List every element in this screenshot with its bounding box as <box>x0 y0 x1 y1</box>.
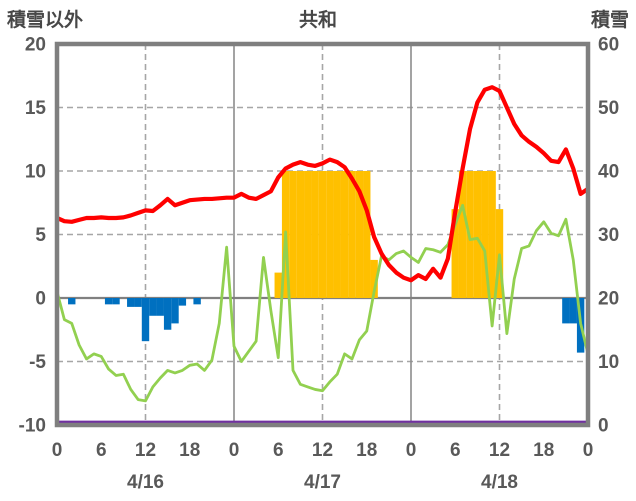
blue-bar <box>104 298 113 305</box>
orange-bar <box>274 272 282 298</box>
y-axis-tick-label-left: 20 <box>25 35 46 56</box>
x-axis-tick-label: 18 <box>179 440 200 461</box>
orange-bar <box>318 171 327 298</box>
y-axis-tick-label-right: 50 <box>598 98 619 119</box>
blue-bar <box>562 298 570 324</box>
x-axis-tick-label: 0 <box>229 440 240 461</box>
plot-border <box>54 41 591 428</box>
blue-bar <box>156 298 164 316</box>
date-label: 4/18 <box>481 472 518 493</box>
y-axis-tick-label-right: 10 <box>598 352 619 373</box>
blue-bar <box>127 298 135 307</box>
blue-bar <box>112 298 120 305</box>
y-axis-tick-label-right: 20 <box>598 289 619 310</box>
y-axis-tick-label-left: 10 <box>25 162 46 183</box>
blue-bar <box>178 298 187 306</box>
series-group <box>57 85 588 424</box>
x-axis-tick-label: 12 <box>135 440 156 461</box>
x-axis-tick-label: 6 <box>450 440 461 461</box>
orange-bar <box>340 171 349 298</box>
green-line-series <box>57 203 588 403</box>
x-axis-tick-label: 0 <box>406 440 417 461</box>
y-axis-tick-label-right: 0 <box>598 416 609 437</box>
blue-bar <box>163 298 172 330</box>
orange-bar <box>289 171 297 298</box>
orange-bar <box>488 171 496 298</box>
y-axis-tick-label-left: 15 <box>25 98 47 119</box>
y-axis-tick-label-right: 40 <box>598 162 619 183</box>
orange-bar <box>333 171 341 298</box>
x-axis-tick-label: 0 <box>583 440 594 461</box>
orange-bar <box>304 171 312 298</box>
orange-bar <box>370 259 378 298</box>
blue-bar <box>193 298 201 305</box>
x-axis-tick-label: 6 <box>273 440 284 461</box>
orange-bar <box>296 171 305 298</box>
chart-title: 共和 <box>298 10 337 31</box>
orange-bar <box>451 209 459 298</box>
orange-bar <box>326 171 334 298</box>
x-axis-tick-label: 6 <box>96 440 107 461</box>
y-axis-tick-label-right: 60 <box>598 35 619 56</box>
orange-bar <box>481 171 489 298</box>
blue-bar <box>141 298 150 342</box>
blue-bar <box>134 298 142 307</box>
y-axis-tick-label-left: 5 <box>35 225 46 246</box>
red-line-series <box>57 85 588 283</box>
left-axis-title: 積雪以外 <box>7 10 84 31</box>
orange-bar <box>458 171 467 298</box>
orange-bar <box>363 171 371 298</box>
orange-bar <box>311 171 319 298</box>
blue-bar <box>149 298 157 316</box>
orange-bar <box>355 171 364 298</box>
y-axis-tick-label-right: 30 <box>598 225 619 246</box>
blue-bar <box>171 298 179 324</box>
date-label: 4/16 <box>127 472 164 493</box>
x-axis-tick-label: 18 <box>356 440 377 461</box>
orange-bar <box>348 171 356 298</box>
y-axis-tick-label-left: 0 <box>35 289 46 310</box>
orange-bar <box>473 171 482 298</box>
y-axis-tick-label-left: -5 <box>29 352 46 373</box>
x-axis-tick-label: 18 <box>533 440 554 461</box>
x-axis-tick-label: 12 <box>489 440 510 461</box>
x-axis-tick-label: 0 <box>52 440 63 461</box>
date-label: 4/17 <box>304 472 341 493</box>
x-axis-tick-label: 12 <box>312 440 333 461</box>
y-axis-tick-label-left: -10 <box>19 416 46 437</box>
blue-bar <box>68 298 76 305</box>
blue-bar <box>569 298 577 324</box>
right-axis-title: 積雪 <box>590 10 629 31</box>
